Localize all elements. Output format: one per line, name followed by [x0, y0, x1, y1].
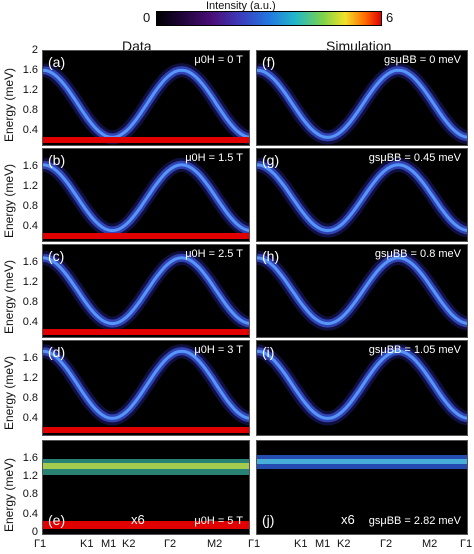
band-curve — [43, 349, 249, 420]
y-tick: 1.6 — [22, 452, 38, 464]
colorbar-min-label: 0 — [143, 10, 151, 25]
panel-b-label: (b) — [48, 152, 66, 168]
panel-h-plot — [257, 250, 467, 331]
y-tick: 1.2 — [22, 372, 38, 384]
band-curve — [257, 349, 467, 420]
panel-i-condition: gsμBB = 1.05 meV — [368, 344, 461, 356]
panel-f-plot — [257, 63, 467, 145]
panel-h: (h) gsμBB = 0.8 meV — [256, 244, 468, 338]
colorbar-max-label: 6 — [386, 10, 394, 25]
panel-e: (e) x6 μ0H = 5 T — [42, 440, 250, 535]
flat-band — [43, 463, 249, 469]
panel-e-multiplier: x6 — [131, 512, 145, 527]
y-tick: 1.2 — [22, 84, 38, 96]
flat-band — [257, 459, 467, 464]
x-tick: M1 — [315, 538, 331, 550]
y-tick: 0.4 — [22, 124, 38, 136]
panel-b-condition: μ0H = 1.5 T — [185, 152, 243, 164]
panel-f-label: (f) — [262, 54, 276, 70]
x-tick: Γ2 — [164, 538, 177, 550]
y-tick: 1.6 — [22, 64, 38, 76]
panel-d: (d) μ0H = 3 T — [42, 340, 250, 436]
y-tick: 1.6 — [22, 352, 38, 364]
panel-a-plot — [43, 63, 249, 145]
panel-e-label: (e) — [48, 512, 66, 528]
panel-j-label: (j) — [262, 512, 275, 528]
x-tick: K1 — [294, 538, 308, 550]
panel-i: (i) gsμBB = 1.05 meV — [256, 340, 468, 436]
y-tick: 0 — [31, 526, 38, 538]
panel-h-label: (h) — [262, 248, 280, 264]
panel-d-label: (d) — [48, 344, 66, 360]
x-tick: K2 — [122, 538, 136, 550]
elastic-line — [43, 137, 249, 143]
panel-d-plot — [43, 344, 249, 433]
panel-j: (j) x6 gsμBB = 2.82 meV — [256, 440, 468, 535]
panel-i-label: (i) — [262, 344, 275, 360]
y-tick: 1.2 — [22, 180, 38, 192]
panel-e-plot — [43, 459, 249, 529]
panel-g-plot — [257, 157, 467, 238]
panel-g: (g) gsμBB = 0.45 meV — [256, 148, 468, 242]
y-tick: 2 — [31, 44, 38, 56]
band-curve — [257, 256, 467, 326]
y-tick: 0.8 — [22, 200, 38, 212]
panel-b: (b) μ0H = 1.5 T — [42, 148, 250, 242]
elastic-line — [43, 427, 249, 433]
panel-g-condition: gsμBB = 0.45 meV — [368, 152, 461, 164]
x-tick: K2 — [337, 538, 351, 550]
panel-g-label: (g) — [262, 152, 280, 168]
panel-f: (f) gsμBB = 0 meV — [256, 50, 468, 146]
y-tick: 0.8 — [22, 104, 38, 116]
colorbar — [156, 11, 382, 26]
panel-c-condition: μ0H = 2.5 T — [185, 248, 243, 260]
panel-j-multiplier: x6 — [341, 512, 355, 527]
band-curve — [257, 68, 467, 139]
panel-f-condition: gsμBB = 0 meV — [384, 54, 461, 66]
panel-c: (c) μ0H = 2.5 T — [42, 244, 250, 338]
band-curve — [43, 256, 249, 326]
band-curve — [43, 68, 249, 139]
y-tick: 0.4 — [22, 220, 38, 232]
band-curve — [43, 163, 249, 233]
y-tick: 0.4 — [22, 508, 38, 520]
colorbar-title: Intensity (a.u.) — [206, 0, 276, 12]
x-tick: M1 — [101, 538, 117, 550]
x-tick: M2 — [207, 538, 223, 550]
x-tick: M2 — [422, 538, 438, 550]
y-tick: 1.6 — [22, 160, 38, 172]
x-tick: Γ1 — [34, 538, 47, 550]
panel-a-condition: μ0H = 0 T — [194, 54, 243, 66]
panel-e-condition: μ0H = 5 T — [194, 515, 243, 527]
y-tick: 1.6 — [22, 256, 38, 268]
elastic-line — [43, 329, 249, 335]
panel-j-plot — [257, 455, 467, 469]
elastic-line — [43, 521, 249, 529]
panel-a: (a) μ0H = 0 T — [42, 50, 250, 146]
band-curve — [257, 163, 467, 233]
panel-c-label: (c) — [48, 248, 65, 264]
panel-b-plot — [43, 157, 249, 239]
y-tick: 0.8 — [22, 392, 38, 404]
panel-i-plot — [257, 344, 467, 426]
x-tick: Γ1 — [248, 538, 261, 550]
x-tick: K1 — [80, 538, 94, 550]
panel-c-plot — [43, 250, 249, 335]
x-tick: Γ1 — [460, 538, 473, 550]
y-tick: 1.2 — [22, 276, 38, 288]
panel-a-label: (a) — [48, 54, 66, 70]
panel-h-condition: gsμBB = 0.8 meV — [374, 248, 461, 260]
y-tick: 0.8 — [22, 296, 38, 308]
elastic-line — [43, 233, 249, 239]
y-tick: 0.8 — [22, 488, 38, 500]
y-tick: 0.4 — [22, 412, 38, 424]
y-tick: 1.2 — [22, 470, 38, 482]
y-tick: 0.4 — [22, 316, 38, 328]
panel-j-condition: gsμBB = 2.82 meV — [368, 515, 461, 527]
panel-d-condition: μ0H = 3 T — [194, 344, 243, 356]
x-tick: Γ2 — [380, 538, 393, 550]
